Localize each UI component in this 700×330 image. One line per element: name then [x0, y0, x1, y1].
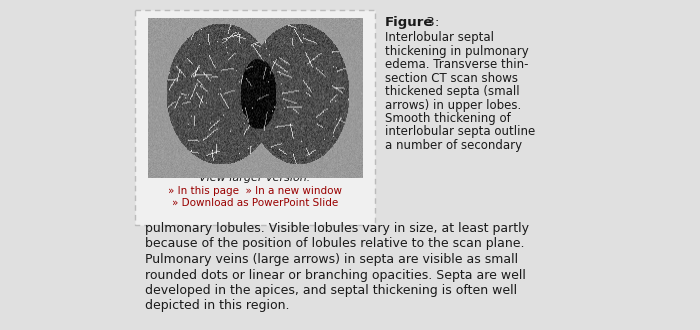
Text: pulmonary lobules. Visible lobules vary in size, at least partly: pulmonary lobules. Visible lobules vary …: [145, 222, 529, 235]
Text: Smooth thickening of: Smooth thickening of: [385, 112, 511, 125]
Text: Figure: Figure: [385, 16, 433, 29]
Text: thickening in pulmonary: thickening in pulmonary: [385, 45, 528, 57]
Text: thickened septa (small: thickened septa (small: [385, 85, 519, 98]
Text: View larger version:: View larger version:: [199, 173, 311, 183]
Text: Interlobular septal: Interlobular septal: [385, 31, 494, 44]
Text: section CT scan shows: section CT scan shows: [385, 72, 518, 84]
Text: interlobular septa outline: interlobular septa outline: [385, 125, 536, 139]
Text: rounded dots or linear or branching opacities. Septa are well: rounded dots or linear or branching opac…: [145, 269, 526, 281]
Text: a number of secondary: a number of secondary: [385, 139, 522, 152]
Text: :: :: [434, 16, 438, 29]
Text: depicted in this region.: depicted in this region.: [145, 300, 290, 313]
Text: developed in the apices, and septal thickening is often well: developed in the apices, and septal thic…: [145, 284, 517, 297]
Text: 3: 3: [422, 16, 435, 29]
Text: because of the position of lobules relative to the scan plane.: because of the position of lobules relat…: [145, 238, 524, 250]
Text: edema. Transverse thin-: edema. Transverse thin-: [385, 58, 528, 71]
Text: arrows) in upper lobes.: arrows) in upper lobes.: [385, 98, 522, 112]
Text: » Download as PowerPoint Slide: » Download as PowerPoint Slide: [172, 198, 338, 208]
Text: Pulmonary veins (large arrows) in septa are visible as small: Pulmonary veins (large arrows) in septa …: [145, 253, 518, 266]
Text: » In this page  » In a new window: » In this page » In a new window: [168, 186, 342, 196]
FancyBboxPatch shape: [135, 10, 375, 225]
